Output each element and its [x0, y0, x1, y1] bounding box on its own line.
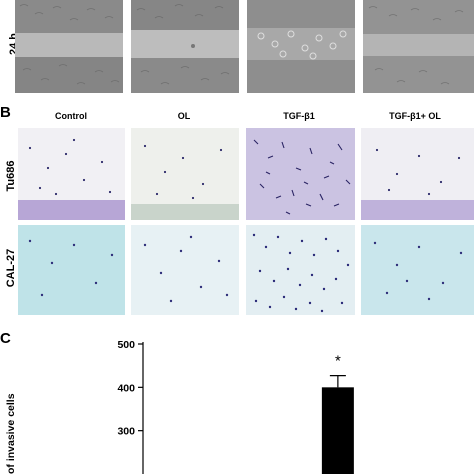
column-header-ol: OL — [177, 111, 191, 121]
transwell-tu686-tgf-ol — [361, 128, 474, 220]
bar — [321, 387, 354, 474]
y-tick-label: 300 — [117, 426, 135, 438]
y-tick-label: 400 — [117, 382, 135, 394]
invasion-bar-chart: of invasive cells 500 400 300 * — [5, 339, 354, 474]
transwell-cal27-tgf — [246, 225, 355, 315]
column-header-tgf: TGF-β1 — [283, 111, 315, 121]
y-axis-label: of invasive cells — [5, 393, 17, 474]
transwell-cal27-control — [18, 225, 125, 315]
panel-letter-c: C — [0, 330, 11, 347]
row-label-tu686: Tu686 — [5, 160, 17, 192]
row-label-cal27: CAL-27 — [5, 248, 17, 288]
panel-letter-b: B — [0, 104, 11, 121]
transwell-tu686-ol — [131, 128, 239, 220]
wound-image-tgf-ol — [363, 0, 474, 93]
column-header-tgf-ol: TGF-β1+ OL — [389, 111, 441, 121]
y-tick-label: 500 — [117, 339, 135, 351]
wound-image-tgf — [247, 0, 355, 93]
transwell-cal27-tgf-ol — [361, 225, 474, 315]
column-header-control: Control — [55, 111, 87, 121]
transwell-tu686-control — [18, 128, 125, 220]
significance-marker: * — [335, 353, 341, 370]
transwell-tu686-tgf — [246, 128, 355, 220]
transwell-cal27-ol — [131, 225, 239, 315]
wound-image-ol — [131, 0, 239, 93]
wound-image-control — [15, 0, 123, 93]
